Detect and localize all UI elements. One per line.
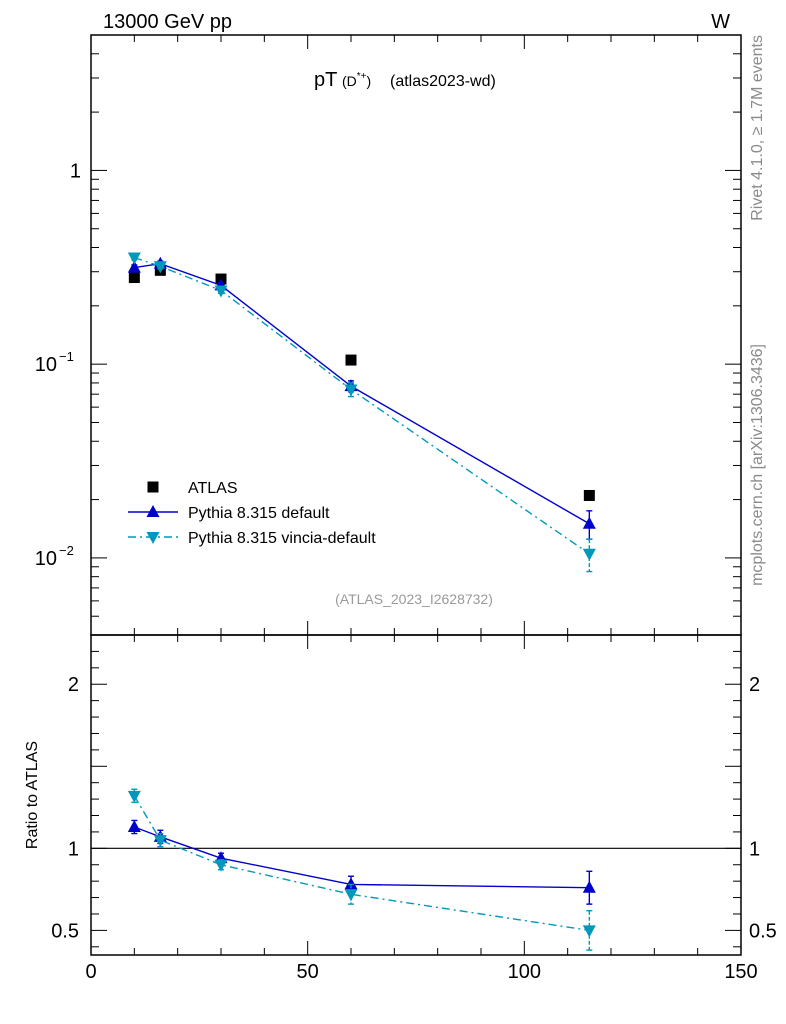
- main-series-atlas: [128, 264, 595, 501]
- mcplots-label: mcplots.cern.ch [arXiv:1306.3436]: [749, 344, 766, 586]
- plot-title: pT (D*+) (atlas2023-wd): [314, 69, 496, 91]
- y-tick-exponent: −2: [59, 543, 74, 558]
- ratio-y-tick-label-right: 1: [749, 838, 760, 860]
- ratio-data-point: [344, 889, 358, 902]
- main-panel: 110−110−2: [35, 34, 742, 636]
- main-data-point: [127, 252, 141, 265]
- title-particle-sup: *+: [357, 71, 367, 82]
- main-data-point: [344, 384, 358, 397]
- ratio-frame: [90, 634, 742, 956]
- main-data-point: [345, 354, 357, 366]
- process-label: W: [711, 11, 730, 33]
- legend-marker: [147, 481, 159, 493]
- ratio-data-point: [582, 880, 596, 893]
- y-tick-exponent: −1: [59, 349, 74, 364]
- ratio-series-line: [133, 795, 590, 932]
- legend-item: Pythia 8.315 vincia-default: [128, 530, 376, 547]
- ratio-series-pythia-8-315-default: [127, 819, 596, 905]
- ratio-data-point: [153, 835, 167, 848]
- y-tick-label: 1: [70, 160, 81, 182]
- legend-label: ATLAS: [188, 480, 238, 497]
- main-series-pythia-8-315-vincia-default: [127, 252, 596, 573]
- ratio-data-point: [582, 925, 596, 938]
- legend-marker: [146, 532, 160, 544]
- main-data-point: [153, 261, 167, 274]
- y-tick-label: 10: [35, 354, 57, 376]
- ratio-y-tick-label: 1: [68, 838, 79, 860]
- ratio-y-tick-label-right: 2: [749, 674, 760, 696]
- ratio-y-tick-label-right: 0.5: [749, 920, 777, 942]
- y-tick-label: 10: [35, 548, 57, 570]
- legend-marker: [146, 505, 160, 517]
- x-tick-label: 150: [724, 961, 757, 983]
- main-data-point: [583, 489, 595, 501]
- legend-item: Pythia 8.315 default: [128, 505, 330, 522]
- title-main: pT: [314, 69, 337, 91]
- title-tag: (atlas2023-wd): [390, 73, 496, 90]
- legend-label: Pythia 8.315 default: [188, 505, 330, 522]
- title-particle-base: (D: [342, 73, 357, 89]
- ratio-data-point: [127, 820, 141, 832]
- ratio-panel: 0 50 100 150 0.5 0.5 1 1 2 2: [51, 634, 777, 983]
- analysis-tag: (ATLAS_2023_I2628732): [335, 591, 493, 607]
- main-data-point: [128, 272, 140, 284]
- x-tick-label: 0: [85, 961, 96, 983]
- title-particle-close: ): [367, 73, 372, 89]
- title-particle: (D*+): [342, 71, 371, 89]
- ratio-data-point: [344, 877, 358, 890]
- legend-item: ATLAS: [147, 480, 238, 497]
- main-data-point: [582, 516, 596, 529]
- x-tick-label: 100: [508, 961, 541, 983]
- main-data-point: [214, 285, 228, 298]
- ratio-y-tick-label: 0.5: [51, 920, 79, 942]
- main-data-point: [127, 260, 141, 273]
- main-data-point: [582, 548, 596, 561]
- x-tick-label: 50: [297, 961, 319, 983]
- legend: ATLAS Pythia 8.315 default Pythia 8.315 vi…: [128, 480, 376, 547]
- legend-label: Pythia 8.315 vincia-default: [188, 530, 376, 547]
- ratio-series-pythia-8-315-vincia-default: [127, 788, 596, 951]
- energy-label: 13000 GeV pp: [103, 11, 232, 33]
- ratio-ylabel: Ratio to ATLAS: [24, 741, 41, 849]
- ratio-data-point: [127, 790, 141, 803]
- ratio-data-point: [214, 859, 228, 872]
- rivet-label: Rivet 4.1.0, ≥ 1.7M events: [749, 35, 766, 221]
- ratio-y-tick-label: 2: [68, 674, 79, 696]
